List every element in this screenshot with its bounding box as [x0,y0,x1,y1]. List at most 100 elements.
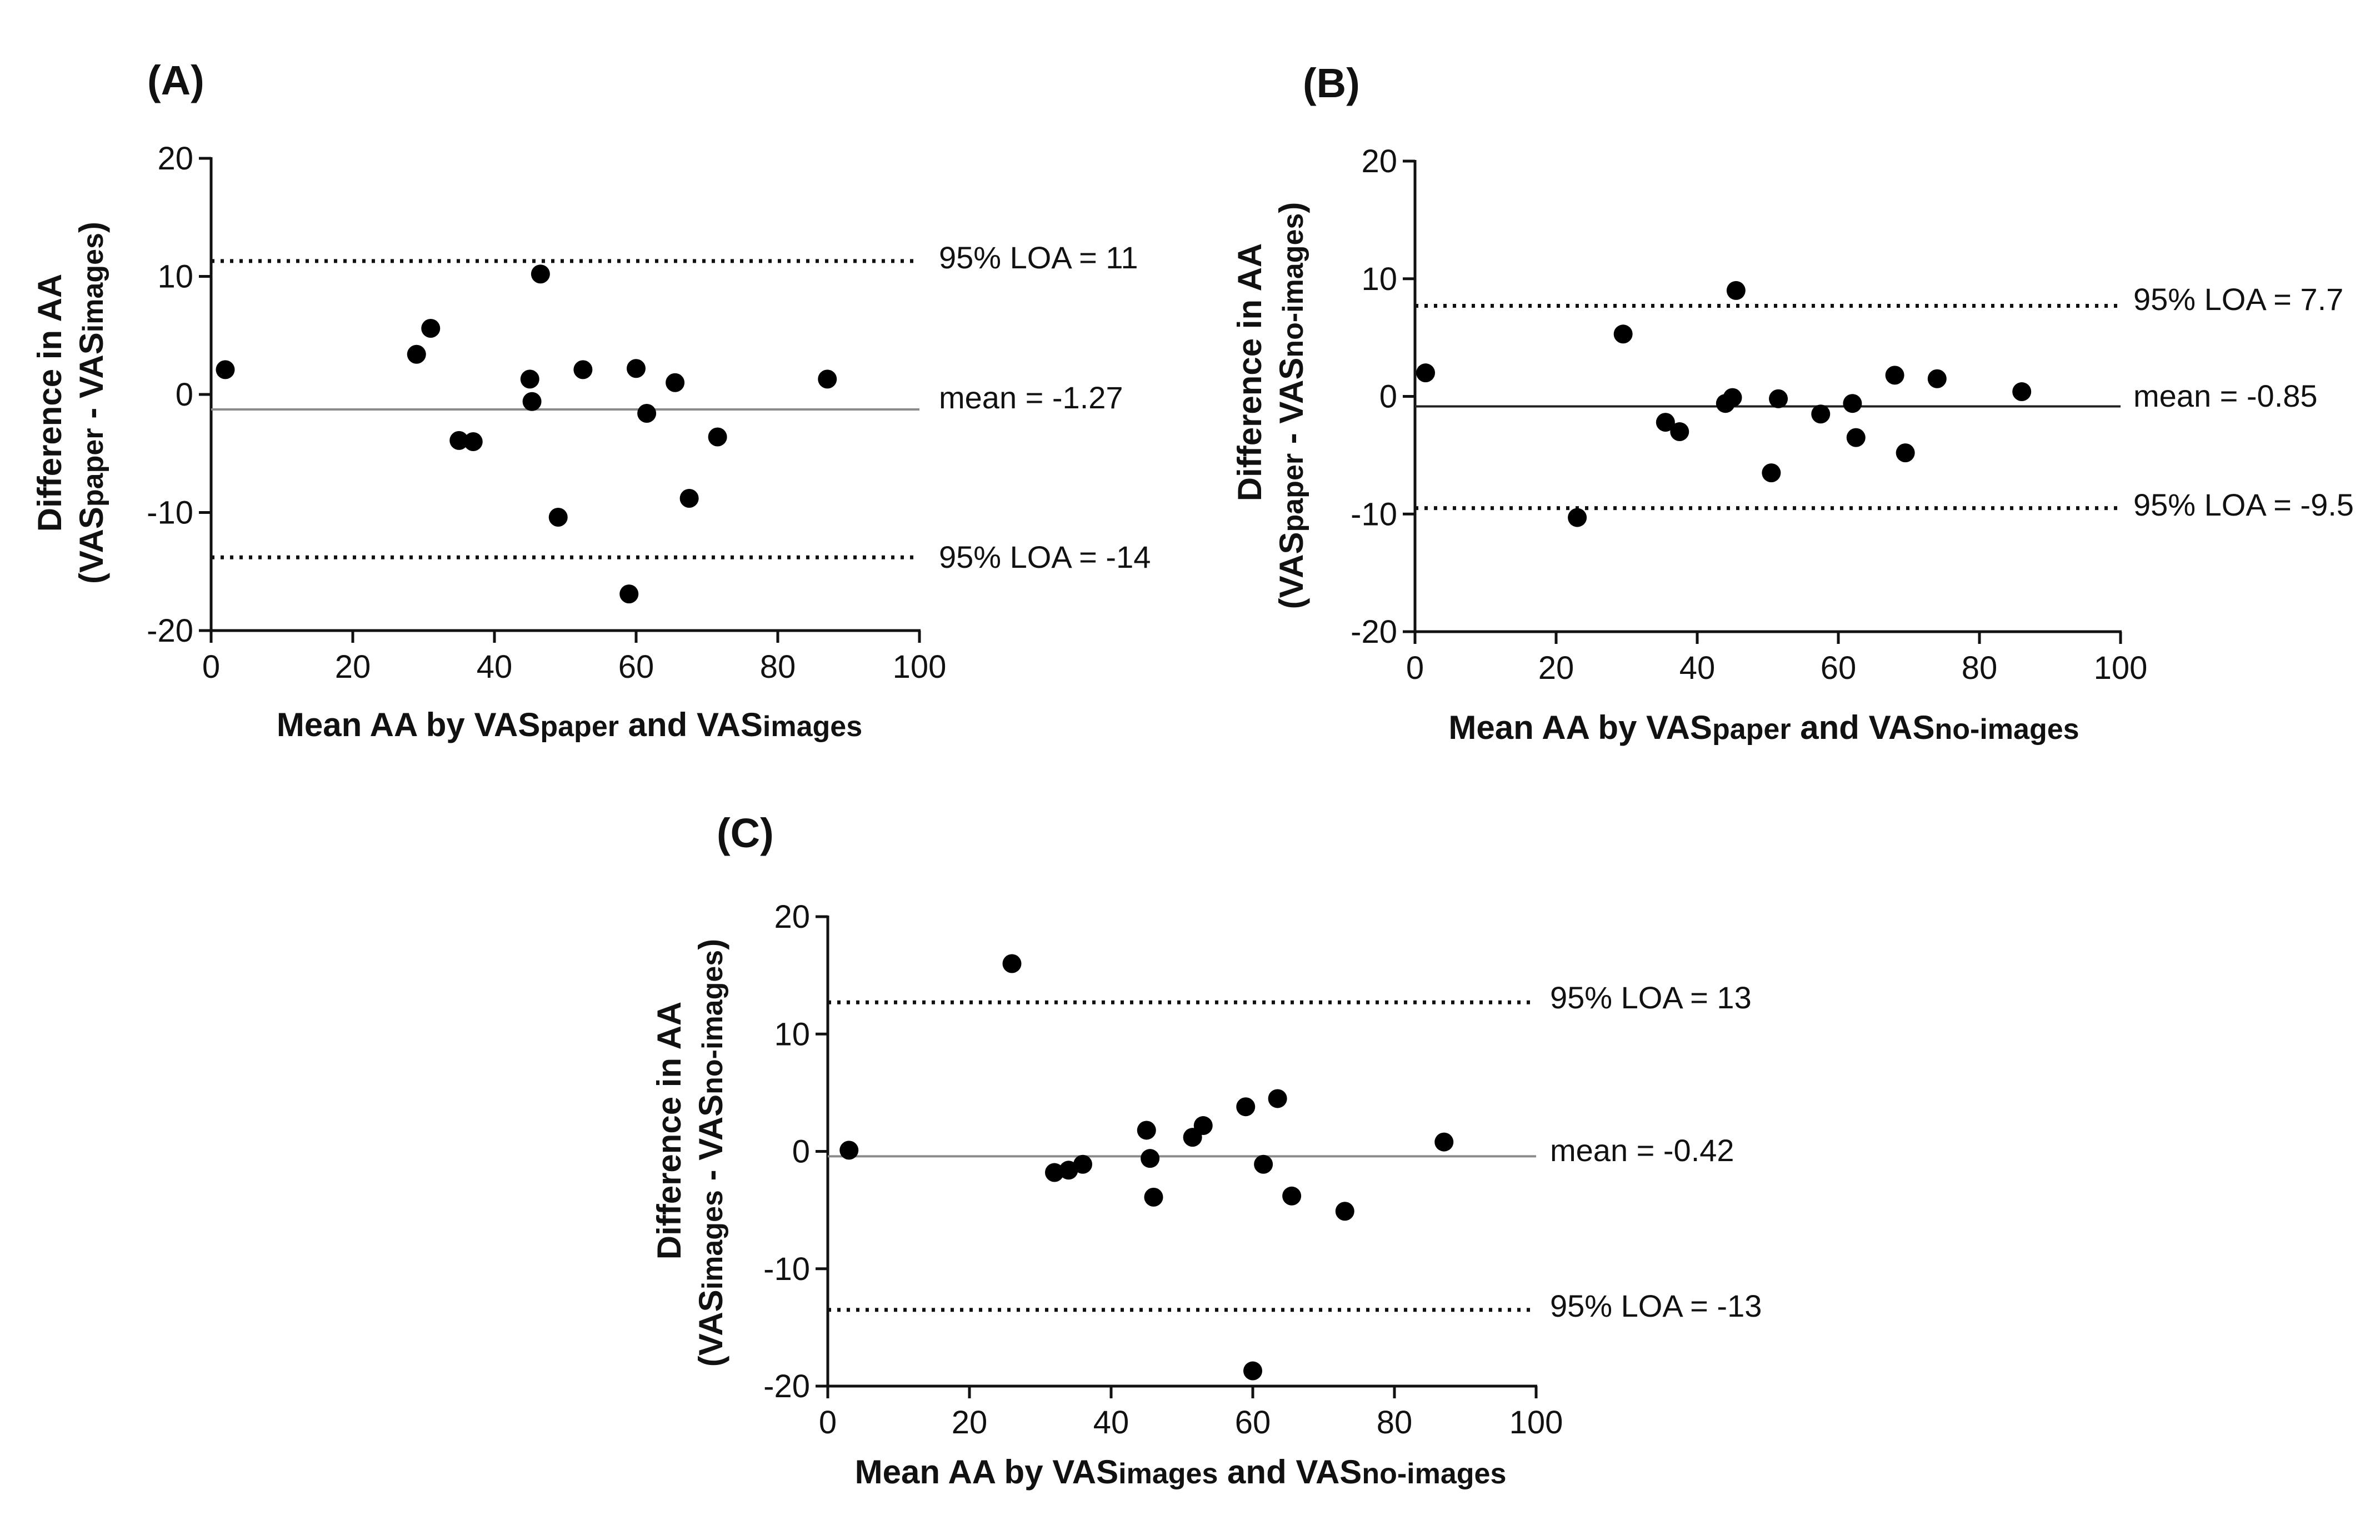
data-point [1843,394,1862,413]
data-point [216,360,235,379]
y-axis-title-line1: Difference in AA [31,274,68,532]
data-point [1434,1132,1454,1152]
data-point [637,404,657,423]
mean-label: mean = -0.85 [2133,378,2318,413]
panel-c: (C) Difference in AA (VASimages - VASno-… [651,810,1762,1491]
x-tick-label: 100 [893,649,947,685]
data-point [1236,1097,1256,1117]
data-point [627,359,646,378]
data-point [548,508,568,527]
y-tick-label: 0 [792,1134,810,1170]
x-tick-label: 20 [952,1404,988,1441]
data-point [1137,1121,1156,1140]
data-point [1193,1116,1213,1136]
x-tick-label: 20 [1538,650,1574,686]
x-tick-label: 60 [1821,650,1857,686]
x-tick-label: 100 [2094,650,2148,686]
data-point [2012,382,2032,402]
data-point [1896,443,1915,463]
data-point [1811,404,1831,424]
y-tick-label: 20 [157,141,193,177]
data-point [1144,1187,1163,1207]
data-point [1268,1089,1287,1108]
plot-area: -20 -10 0 10 20 0 20 40 60 80 100 [147,141,946,685]
data-point [708,427,727,447]
data-point [1769,389,1788,408]
data-point [1885,366,1904,385]
x-tick-label: 40 [477,649,513,685]
lower-loa-label: 95% LOA = -9.5 [2133,487,2354,522]
x-tick-label: 40 [1679,650,1716,686]
x-axis-title: Mean AA by VASpaper and VASno-images [1448,709,2079,746]
x-tick-label: 60 [618,649,654,685]
data-point [421,319,441,338]
y-tick-label: 0 [1379,379,1397,415]
data-point [1927,369,1947,388]
x-tick-label: 40 [1093,1404,1129,1441]
data-point [1282,1186,1302,1206]
data-point [1335,1202,1354,1221]
y-tick-label: 10 [774,1016,810,1052]
mean-label: mean = -0.42 [1550,1133,1734,1168]
y-tick-label: 20 [774,899,810,935]
data-point [1254,1154,1273,1174]
x-tick-label: 0 [819,1404,837,1441]
y-axis-title-line2: (VASimages - VASno-images) [692,939,729,1367]
lower-loa-label: 95% LOA = -14 [939,539,1151,574]
panel-label: (C) [717,810,774,856]
plot-area: -20 -10 0 10 20 0 20 40 60 80 100 [1351,143,2147,686]
panel-a: (A) Difference in AA (VASpaper - VASimag… [31,57,1151,743]
y-tick-label: -20 [147,613,193,649]
x-axis-title: Mean AA by VASimages and VASno-images [855,1453,1507,1491]
data-point [463,432,483,451]
data-point [818,369,837,389]
data-point [619,584,639,604]
data-point [1243,1361,1262,1381]
lower-loa-label: 95% LOA = -13 [1550,1288,1762,1323]
data-point [1726,281,1746,300]
x-tick-label: 80 [760,649,796,685]
y-tick-label: -10 [1351,496,1397,532]
y-axis-title-line1: Difference in AA [1231,243,1268,502]
data-point [1073,1154,1092,1174]
data-point [666,373,685,392]
panel-b: (B) Difference in AA (VASpaper - VASno-i… [1231,60,2354,746]
data-point [1762,463,1781,483]
y-tick-label: -10 [763,1251,810,1287]
y-tick-label: 10 [157,259,193,295]
data-point [520,369,539,389]
x-tick-label: 80 [1962,650,1998,686]
x-tick-label: 100 [1509,1404,1563,1441]
upper-loa-label: 95% LOA = 11 [939,240,1138,275]
data-point [1846,428,1866,447]
data-point [1568,508,1587,527]
data-point [1002,954,1022,973]
x-tick-label: 80 [1377,1404,1413,1441]
plot-area: -20 -10 0 10 20 0 20 40 60 80 100 [763,899,1563,1441]
data-point [1045,1163,1064,1182]
data-point [839,1141,859,1160]
y-axis-title-line2: (VASpaper - VASno-images) [1273,202,1310,609]
data-point [1416,363,1436,383]
y-tick-label: 10 [1361,261,1397,297]
data-point [449,431,469,450]
panel-label: (A) [147,57,204,103]
x-tick-label: 60 [1235,1404,1271,1441]
data-point [1613,324,1633,344]
data-point [1723,388,1742,407]
y-axis-title-line1: Difference in AA [651,1002,688,1260]
data-point [407,344,426,364]
data-point [522,392,542,411]
data-point [679,489,699,508]
y-tick-label: -10 [147,495,193,531]
upper-loa-label: 95% LOA = 13 [1550,980,1752,1015]
x-tick-label: 0 [1406,650,1424,686]
panel-label: (B) [1303,60,1360,106]
y-tick-label: -20 [763,1368,810,1404]
x-tick-label: 20 [335,649,371,685]
data-point [1141,1149,1160,1168]
data-point [531,264,550,284]
data-point [1670,422,1689,442]
data-point [1059,1161,1078,1180]
